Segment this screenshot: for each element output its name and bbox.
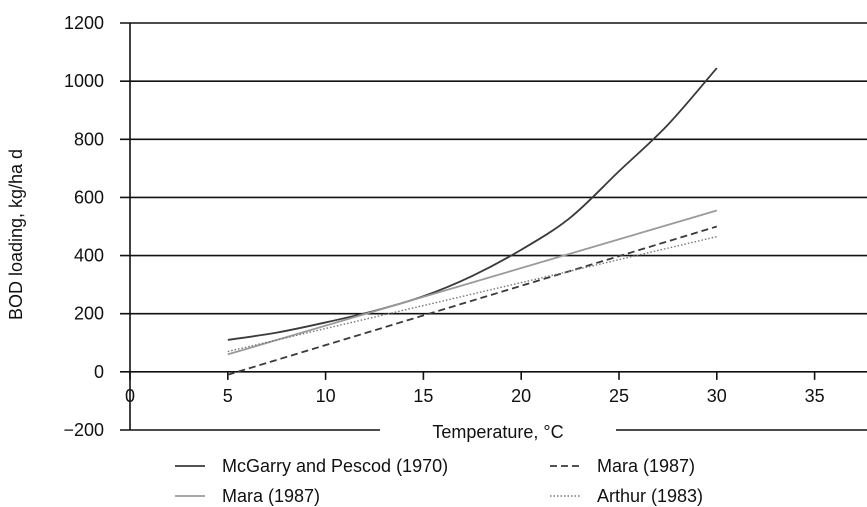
x-tick-label: 5 xyxy=(223,386,233,406)
legend-label: McGarry and Pescod (1970) xyxy=(222,456,448,476)
series-line xyxy=(227,209,718,356)
y-axis-title: BOD loading, kg/ha d xyxy=(6,149,26,320)
axis-titles: Temperature, °C BOD loading, kg/ha d xyxy=(6,149,616,444)
x-tick-label: 10 xyxy=(316,386,336,406)
y-tick-label: 600 xyxy=(74,187,104,207)
y-tick-label: 1200 xyxy=(64,13,104,33)
axes xyxy=(129,23,816,430)
x-axis-title-background xyxy=(380,420,616,444)
legend-label: Mara (1987) xyxy=(222,486,320,506)
legend-label: Mara (1987) xyxy=(597,456,695,476)
y-tick-label: 200 xyxy=(74,304,104,324)
x-tick-label: 20 xyxy=(511,386,531,406)
tick-labels: −200 0 200 400 600 800 1000 1200 0 5 10 15 20 25 30 35 xyxy=(63,13,824,440)
x-tick-label: 35 xyxy=(805,386,825,406)
series-lines xyxy=(227,67,718,376)
legend-label: Arthur (1983) xyxy=(597,486,703,506)
x-axis-title: Temperature, °C xyxy=(432,422,563,442)
y-tick-label: 800 xyxy=(74,129,104,149)
x-tick-label: 15 xyxy=(413,386,433,406)
x-tick-label: 0 xyxy=(125,386,135,406)
gridlines xyxy=(120,22,867,431)
series-line xyxy=(227,225,718,376)
y-tick-label: −200 xyxy=(63,420,104,440)
y-tick-label: 400 xyxy=(74,246,104,266)
series-line xyxy=(227,235,717,353)
y-tick-label: 1000 xyxy=(64,71,104,91)
x-tick-label: 25 xyxy=(609,386,629,406)
x-tick-label: 30 xyxy=(707,386,727,406)
legend: McGarry and Pescod (1970) Mara (1987) Mara… xyxy=(175,456,703,506)
series-line xyxy=(227,67,718,341)
y-tick-label: 0 xyxy=(94,362,104,382)
